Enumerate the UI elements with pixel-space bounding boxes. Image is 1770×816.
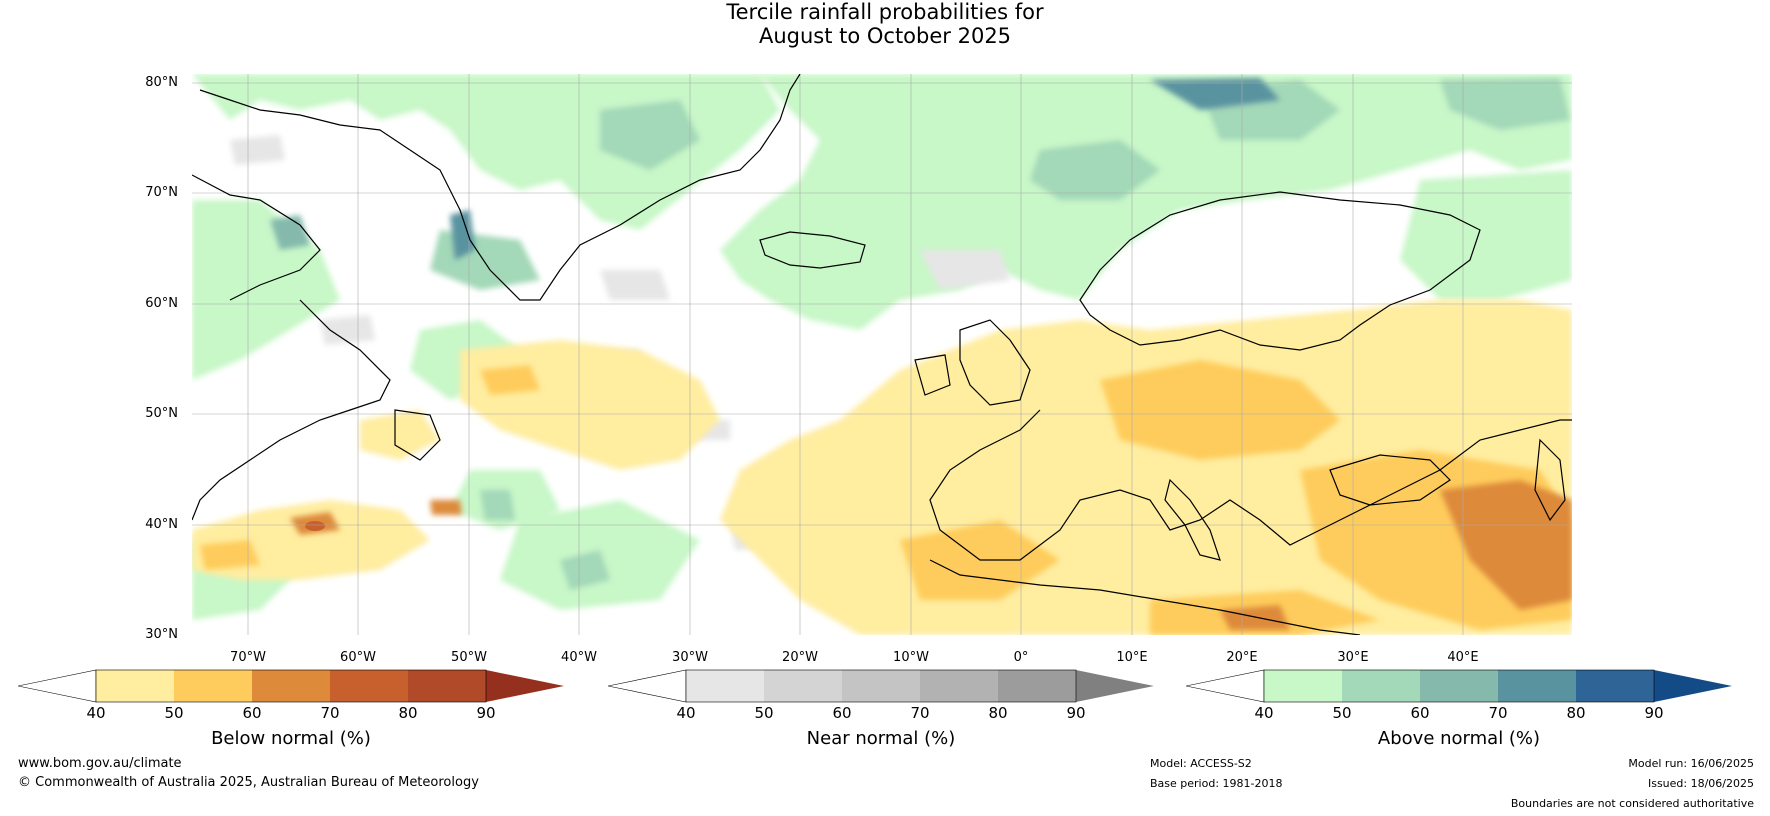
issued-text: Issued: 18/06/2025 [1647, 777, 1754, 790]
cbar-near-tick-90: 90 [1066, 704, 1086, 722]
cbar-above-title: Above normal (%) [1377, 728, 1541, 749]
cbar-above-tick-40: 40 [1254, 704, 1274, 722]
cbar-above-tick-90: 90 [1644, 704, 1664, 722]
lon-label-60w: 60°W [340, 650, 376, 665]
british-isles-coast [959, 319, 1031, 406]
iceland-coast [759, 231, 866, 269]
lat-label-40n: 40°N [145, 517, 178, 532]
website-link[interactable]: www.bom.gov.au/climate [18, 756, 182, 771]
cbar-below-tick-40: 40 [86, 704, 106, 722]
map-title: Tercile rainfall probabilities for Augus… [0, 0, 1770, 48]
lon-label-50w: 50°W [451, 650, 487, 665]
cbar-below-tick-70: 70 [320, 704, 340, 722]
lon-label-20e: 20°E [1226, 650, 1258, 665]
cbar-below-tick-60: 60 [242, 704, 262, 722]
cbar-below-tick-90: 90 [476, 704, 496, 722]
cbar-above-tick-60: 60 [1410, 704, 1430, 722]
colorbar-above-normal-bar [1186, 669, 1732, 703]
base-period-text: Base period: 1981-2018 [1150, 777, 1283, 790]
coastlines [192, 74, 1572, 635]
cbar-above-tick-70: 70 [1488, 704, 1508, 722]
cbar-near-tick-50: 50 [754, 704, 774, 722]
cbar-near-title: Near normal (%) [806, 728, 956, 749]
ireland-coast [914, 354, 951, 396]
cbar-below-tick-50: 50 [164, 704, 184, 722]
cbar-below-tick-80: 80 [398, 704, 418, 722]
lon-label-40e: 40°E [1447, 650, 1479, 665]
lat-label-70n: 70°N [145, 185, 178, 200]
cbar-above-tick-50: 50 [1332, 704, 1352, 722]
cbar-near-tick-70: 70 [910, 704, 930, 722]
lon-label-30w: 30°W [672, 650, 708, 665]
colorbar-near-normal-bar [608, 669, 1154, 703]
cbar-below-title: Below normal (%) [211, 728, 371, 749]
greenland-coast [409, 74, 801, 301]
lon-label-10e: 10°E [1116, 650, 1148, 665]
lon-label-0: 0° [1013, 650, 1029, 665]
lat-label-30n: 30°N [145, 627, 178, 642]
probability-field [192, 74, 1572, 635]
labrador-coast [192, 299, 391, 521]
model-run-text: Model run: 16/06/2025 [1628, 757, 1754, 770]
lon-label-10w: 10°W [893, 650, 929, 665]
title-line-1: Tercile rainfall probabilities for [726, 0, 1044, 24]
below-normal-80-region [305, 521, 325, 531]
copyright-text: © Commonwealth of Australia 2025, Austra… [18, 775, 479, 790]
model-text: Model: ACCESS-S2 [1150, 757, 1252, 770]
colorbar-below-normal-bar [18, 669, 564, 703]
lat-label-50n: 50°N [145, 406, 178, 421]
cbar-near-tick-80: 80 [988, 704, 1008, 722]
disclaimer-text: Boundaries are not considered authoritat… [1510, 797, 1754, 810]
newfoundland-coast [394, 409, 441, 461]
cbar-near-tick-40: 40 [676, 704, 696, 722]
graticule [192, 74, 1572, 635]
baffin-coast [192, 174, 321, 301]
africa-coast [929, 559, 1361, 635]
lat-label-80n: 80°N [145, 75, 178, 90]
lon-label-20w: 20°W [782, 650, 818, 665]
title-line-2: August to October 2025 [758, 24, 1012, 48]
black-sea-coast [1329, 454, 1451, 506]
lat-label-60n: 60°N [145, 296, 178, 311]
lon-label-70w: 70°W [230, 650, 266, 665]
lon-label-40w: 40°W [561, 650, 597, 665]
italy-coast [1164, 478, 1221, 561]
cbar-near-tick-60: 60 [832, 704, 852, 722]
greenland-west-coast [199, 89, 411, 151]
lon-label-30e: 30°E [1337, 650, 1369, 665]
scandinavia-coast [1079, 191, 1481, 351]
cbar-above-tick-80: 80 [1566, 704, 1586, 722]
caspian-coast [1534, 438, 1566, 522]
